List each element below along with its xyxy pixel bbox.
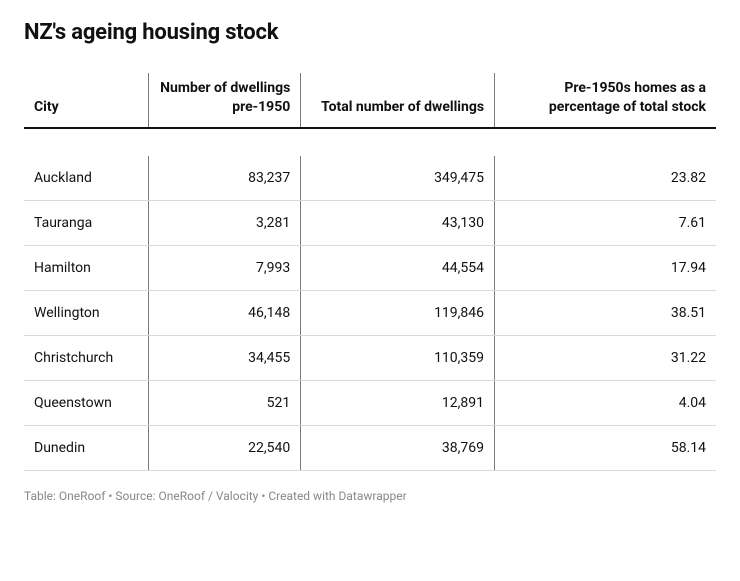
- cell-city: Wellington: [24, 290, 149, 335]
- cell-city: Hamilton: [24, 245, 149, 290]
- cell-total: 349,475: [301, 156, 495, 201]
- cell-pct: 4.04: [495, 380, 716, 425]
- col-header-pct: Pre-1950s homes as a percentage of total…: [495, 73, 716, 128]
- header-spacer-row: [24, 128, 716, 156]
- table-header-row: City Number of dwellings pre-1950 Total …: [24, 73, 716, 128]
- cell-city: Christchurch: [24, 335, 149, 380]
- cell-total: 38,769: [301, 425, 495, 470]
- col-header-pre1950: Number of dwellings pre-1950: [149, 73, 301, 128]
- cell-city: Queenstown: [24, 380, 149, 425]
- cell-total: 110,359: [301, 335, 495, 380]
- cell-pre1950: 22,540: [149, 425, 301, 470]
- cell-pct: 23.82: [495, 156, 716, 201]
- cell-city: Tauranga: [24, 200, 149, 245]
- cell-pct: 58.14: [495, 425, 716, 470]
- table-row: Hamilton7,99344,55417.94: [24, 245, 716, 290]
- cell-pre1950: 3,281: [149, 200, 301, 245]
- cell-pct: 7.61: [495, 200, 716, 245]
- cell-pre1950: 83,237: [149, 156, 301, 201]
- table-row: Christchurch34,455110,35931.22: [24, 335, 716, 380]
- table-footer-attribution: Table: OneRoof • Source: OneRoof / Valoc…: [24, 489, 716, 503]
- cell-total: 12,891: [301, 380, 495, 425]
- cell-city: Auckland: [24, 156, 149, 201]
- table-body: Auckland83,237349,47523.82Tauranga3,2814…: [24, 128, 716, 471]
- cell-pre1950: 7,993: [149, 245, 301, 290]
- cell-total: 44,554: [301, 245, 495, 290]
- chart-title: NZ's ageing housing stock: [24, 20, 716, 45]
- col-header-total: Total number of dwellings: [301, 73, 495, 128]
- cell-pre1950: 521: [149, 380, 301, 425]
- cell-pct: 38.51: [495, 290, 716, 335]
- cell-pre1950: 34,455: [149, 335, 301, 380]
- housing-stock-table: City Number of dwellings pre-1950 Total …: [24, 73, 716, 471]
- cell-pct: 31.22: [495, 335, 716, 380]
- cell-pct: 17.94: [495, 245, 716, 290]
- cell-total: 43,130: [301, 200, 495, 245]
- table-row: Tauranga3,28143,1307.61: [24, 200, 716, 245]
- table-row: Auckland83,237349,47523.82: [24, 156, 716, 201]
- table-row: Queenstown52112,8914.04: [24, 380, 716, 425]
- cell-pre1950: 46,148: [149, 290, 301, 335]
- cell-city: Dunedin: [24, 425, 149, 470]
- table-row: Wellington46,148119,84638.51: [24, 290, 716, 335]
- col-header-city: City: [24, 73, 149, 128]
- cell-total: 119,846: [301, 290, 495, 335]
- table-row: Dunedin22,54038,76958.14: [24, 425, 716, 470]
